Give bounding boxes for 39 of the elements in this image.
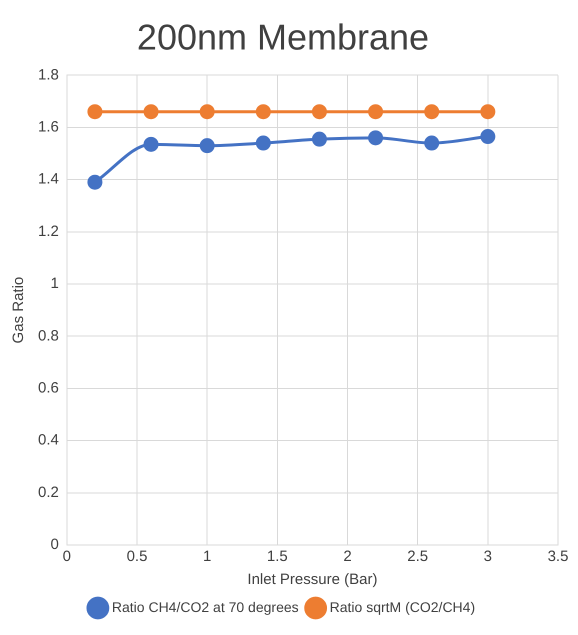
y-tick-label: 1.6 (38, 118, 59, 136)
x-tick-label: 2.5 (407, 548, 428, 566)
point (87, 174, 102, 190)
x-tick-label: 0.5 (126, 548, 148, 566)
point (144, 136, 159, 152)
y-tick-label: 1.2 (38, 222, 59, 240)
y-tick-label: 1 (50, 275, 59, 292)
point (312, 104, 327, 120)
point (368, 104, 384, 120)
x-tick-label: 1 (203, 548, 212, 566)
chart-title: 200nm Membrane (136, 16, 430, 58)
x-axis-title: Inlet Pressure (Bar) (247, 571, 378, 588)
point (424, 136, 440, 151)
y-tick-label: 0.6 (38, 380, 59, 397)
y-tick-label: 1.8 (38, 66, 59, 84)
point (200, 138, 215, 154)
point (144, 104, 159, 120)
y-tick-label: 0.8 (38, 327, 59, 344)
x-tick-label: 2 (343, 548, 352, 566)
x-tick-label: 1.5 (266, 548, 288, 566)
x-tick-label: 3 (484, 548, 492, 566)
y-axis-title: Gas Ratio (10, 276, 28, 344)
point (368, 130, 384, 146)
legend-label: Ratio sqrtM (CO2/CH4) (330, 598, 476, 615)
x-tick-label: 3.5 (548, 548, 568, 566)
point (200, 104, 215, 120)
y-tick-label: 0.4 (38, 432, 59, 449)
legend-label: Ratio CH4/CO2 at 70 degrees (112, 598, 299, 615)
x-tick-label: 0 (62, 548, 72, 566)
point (87, 104, 102, 120)
y-tick-label: 0 (50, 536, 59, 554)
point (480, 104, 496, 120)
point (312, 132, 327, 147)
point (480, 129, 496, 144)
point (256, 104, 271, 120)
y-tick-label: 1.4 (38, 170, 59, 188)
y-tick-label: 0.2 (38, 484, 59, 501)
point (424, 104, 440, 120)
point (256, 136, 271, 151)
